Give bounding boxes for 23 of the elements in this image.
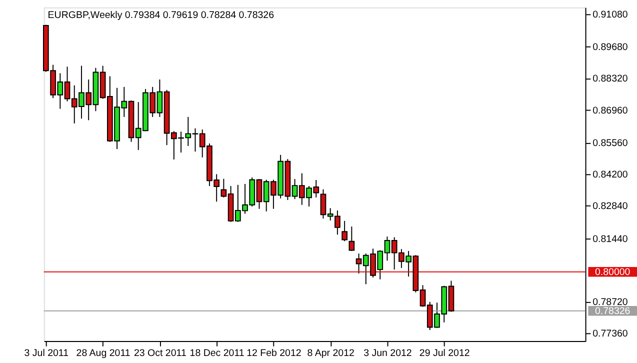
x-tick-label: 12 Feb 2012 [246, 348, 302, 360]
y-tick-label: 0.86960 [592, 105, 628, 116]
x-tick-label: 8 Apr 2012 [307, 348, 354, 360]
x-tick-label: 28 Aug 2011 [76, 348, 130, 360]
x-tick-label: 3 Jul 2011 [24, 348, 69, 360]
candlestick [348, 226, 355, 252]
y-tick-label: 0.78720 [592, 297, 628, 308]
y-tick-label: 0.81440 [592, 234, 628, 245]
y-tick-label: 0.91080 [592, 10, 628, 21]
y-tick-label: 0.85560 [592, 138, 628, 149]
y-tick-label: 0.89680 [592, 42, 628, 54]
y-tick-label: 0.77360 [592, 328, 628, 340]
x-tick-label: 3 Jun 2012 [364, 348, 412, 360]
ref-line-label: 0.80000 [594, 266, 631, 278]
x-tick-label: 18 Dec 2011 [190, 348, 244, 360]
x-tick-label: 29 Jul 2012 [419, 348, 470, 360]
y-tick-label: 0.84200 [592, 170, 628, 181]
x-tick-label: 23 Oct 2011 [134, 348, 186, 360]
candlestick [342, 220, 348, 242]
chart-title: EURGBP,Weekly 0.79384 0.79619 0.78284 0.78326 [48, 10, 274, 22]
y-tick-label: 0.88320 [592, 74, 628, 85]
y-tick-label: 0.82840 [592, 201, 628, 212]
ref-line-label: 0.78326 [594, 306, 630, 317]
